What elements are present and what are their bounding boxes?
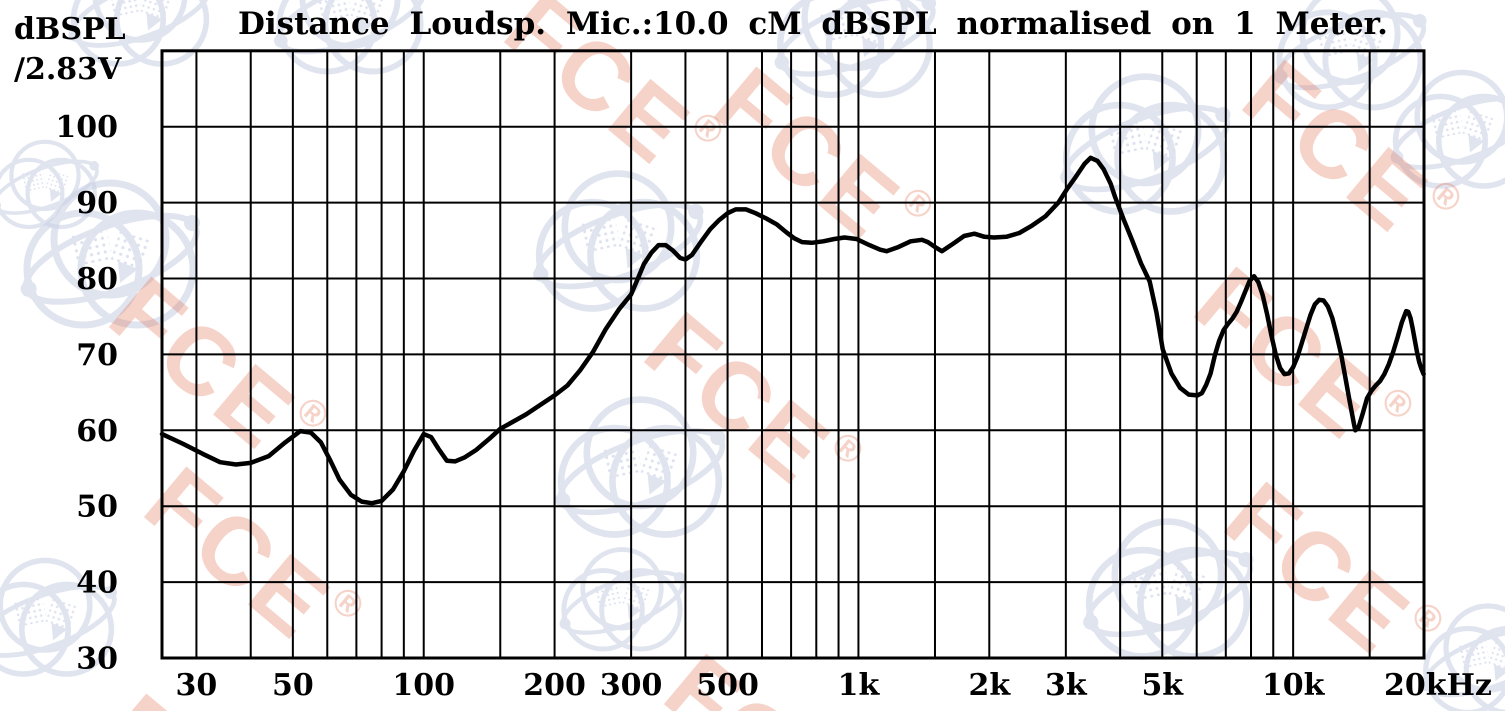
y-axis-tick-label: 50 (76, 490, 118, 525)
spl-response-trace (159, 155, 1426, 506)
axis-tick-labels: 30 50 100 200 300 500 1k 2k 3k 5k 10k 20kHz 100 90 80 7… (55, 110, 1492, 703)
globe-watermark-icon (523, 174, 715, 309)
x-axis-tick-label: 3k (1045, 668, 1088, 703)
x-axis-tick-label: 30 (176, 668, 218, 703)
x-axis-tick-label: 300 (600, 668, 663, 703)
y-axis-tick-label: 70 (76, 338, 118, 373)
frequency-response-curve (159, 155, 1426, 506)
chart-title: Distance Loudsp. Mic.:10.0 cM dBSPL norm… (238, 6, 1388, 42)
x-axis-tick-label: 50 (272, 668, 314, 703)
y-axis-unit-label: dBSPL/2.83V (14, 10, 126, 90)
x-axis-tick-label: 100 (392, 668, 455, 703)
fce-watermark-layer: FCE®FCE®FCE®FCE®FCE®FCE®FCE®FCE®FCE®FCE®… (86, 0, 1505, 711)
x-axis-tick-label: 500 (696, 668, 759, 703)
x-axis-tick-label: 2k (968, 668, 1011, 703)
x-axis-tick-label: 1k (838, 668, 881, 703)
globe-watermark-icon (552, 550, 694, 649)
fce-watermark-text: FCE® (696, 47, 946, 281)
y-axis-unit-line1: dBSPL (14, 12, 126, 47)
y-axis-unit-line2: /2.83V (14, 52, 122, 87)
x-axis-tick-label: 5k (1141, 668, 1184, 703)
plot-border (160, 49, 1426, 660)
fce-watermark-text: FCE® (1224, 40, 1474, 274)
plot-grid (160, 49, 1426, 660)
x-axis-tick-label: 10k (1262, 668, 1326, 703)
y-axis-tick-label: 60 (76, 414, 118, 449)
x-axis-tick-label: 20kHz (1384, 668, 1492, 703)
y-axis-tick-label: 40 (76, 566, 118, 601)
y-axis-tick-label: 30 (76, 642, 118, 677)
y-axis-tick-label: 100 (55, 110, 118, 145)
y-axis-tick-label: 80 (76, 262, 118, 297)
globe-watermark-icon (1050, 77, 1242, 212)
y-axis-tick-label: 90 (76, 186, 118, 221)
x-axis-tick-label: 200 (523, 668, 586, 703)
